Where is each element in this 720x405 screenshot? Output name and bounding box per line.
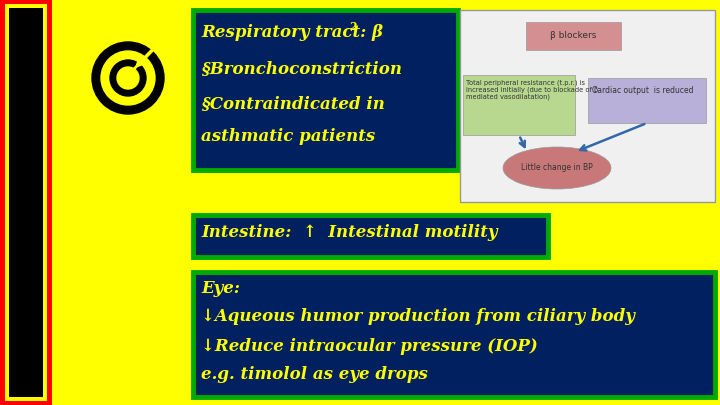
Text: Respiratory tract: β: Respiratory tract: β bbox=[201, 24, 383, 41]
Ellipse shape bbox=[503, 147, 611, 189]
Text: 2: 2 bbox=[349, 21, 356, 32]
Bar bbox=[5, 4, 47, 401]
FancyBboxPatch shape bbox=[193, 272, 715, 397]
Text: §Contraindicated in: §Contraindicated in bbox=[201, 95, 385, 112]
Circle shape bbox=[110, 60, 146, 96]
Bar bbox=[526, 22, 621, 50]
FancyBboxPatch shape bbox=[193, 10, 458, 170]
Text: Intestine:  ↑  Intestinal motility: Intestine: ↑ Intestinal motility bbox=[201, 224, 498, 241]
Bar bbox=[9, 8, 43, 397]
Circle shape bbox=[101, 51, 155, 105]
Bar bbox=[460, 10, 715, 202]
Bar bbox=[0, 0, 52, 405]
Text: §Bronchoconstriction: §Bronchoconstriction bbox=[201, 60, 402, 77]
Text: ↓Reduce intraocular pressure (IOP): ↓Reduce intraocular pressure (IOP) bbox=[201, 338, 538, 355]
Text: ↓Aqueous humor production from ciliary body: ↓Aqueous humor production from ciliary b… bbox=[201, 308, 635, 325]
Circle shape bbox=[117, 67, 139, 89]
Circle shape bbox=[84, 34, 172, 122]
Text: asthmatic patients: asthmatic patients bbox=[201, 128, 375, 145]
Bar bbox=[463, 75, 575, 135]
Text: Total peripheral resistance (t.p.r.) is
increased initially (due to blockade of : Total peripheral resistance (t.p.r.) is … bbox=[466, 79, 598, 100]
Text: Little change in BP: Little change in BP bbox=[521, 164, 593, 173]
Text: Cardiac output  is reduced: Cardiac output is reduced bbox=[592, 86, 693, 95]
Text: PHARMACODYNAMIC EFFECTS: PHARMACODYNAMIC EFFECTS bbox=[22, 208, 30, 395]
Circle shape bbox=[92, 42, 164, 114]
Bar bbox=[588, 78, 706, 123]
Text: e.g. timolol as eye drops: e.g. timolol as eye drops bbox=[201, 366, 428, 383]
Text: β blockers: β blockers bbox=[550, 32, 597, 40]
Text: Eye:: Eye: bbox=[201, 280, 240, 297]
FancyBboxPatch shape bbox=[193, 215, 548, 257]
